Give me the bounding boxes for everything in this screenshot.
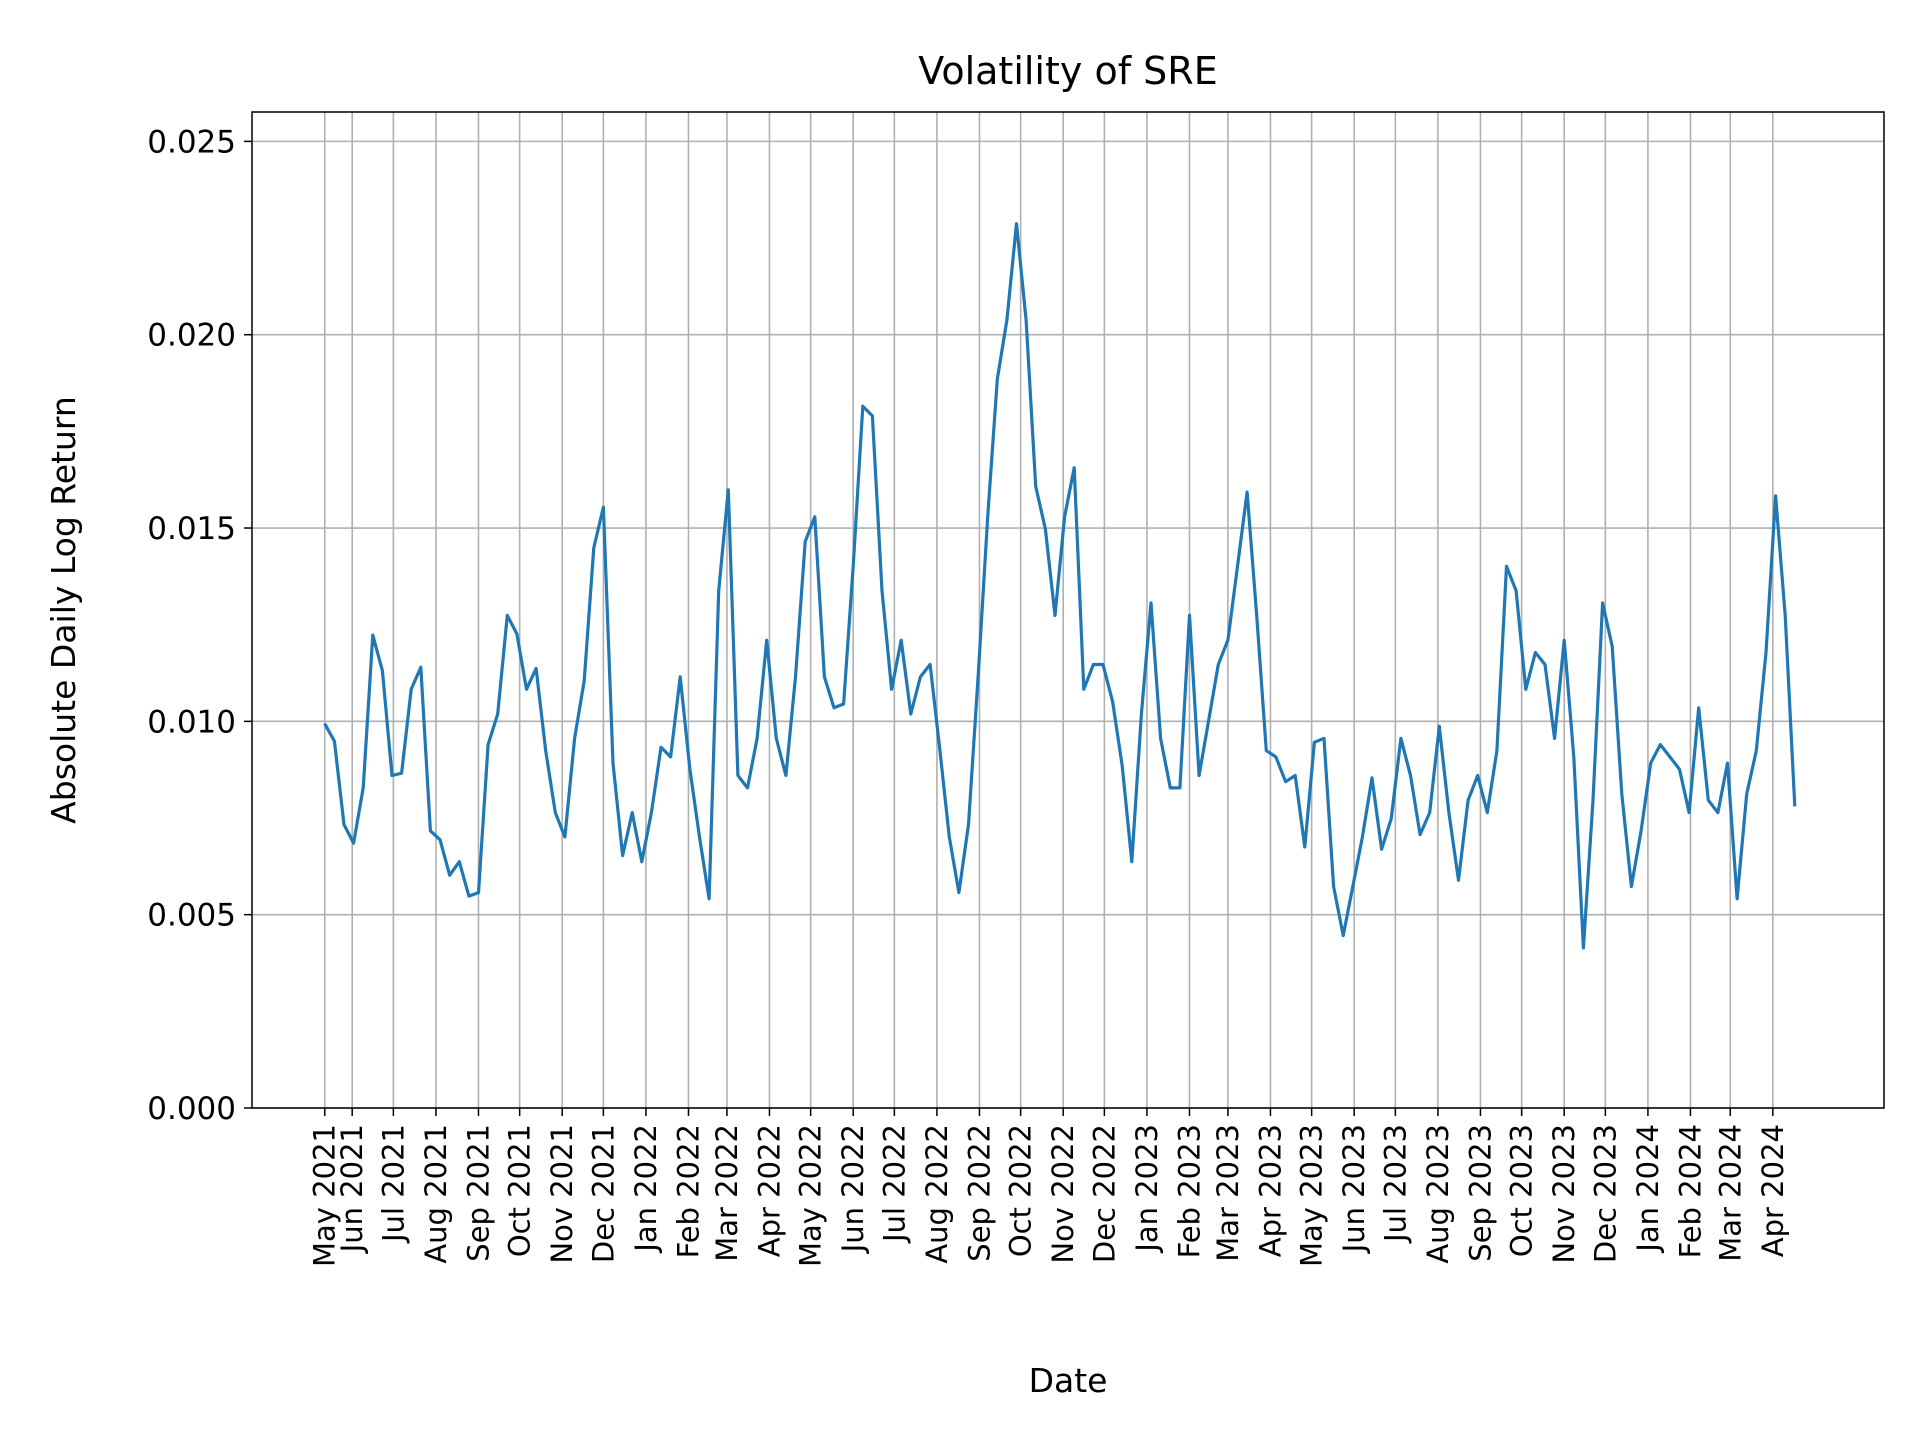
y-tick-label: 0.025 [147, 124, 236, 160]
y-tick-label: 0.000 [147, 1091, 236, 1127]
x-tick-label: Jul 2023 [1378, 1124, 1412, 1244]
x-tick-label: May 2021 [308, 1124, 342, 1267]
x-tick-label: Feb 2023 [1172, 1124, 1206, 1258]
x-tick-label: Sep 2021 [461, 1124, 495, 1262]
y-tick-label: 0.010 [147, 704, 236, 740]
x-tick-label: Feb 2024 [1673, 1124, 1707, 1258]
x-tick-label: Dec 2023 [1588, 1124, 1622, 1263]
x-tick-label: Jul 2022 [877, 1124, 911, 1244]
x-tick-label: Oct 2022 [1004, 1124, 1038, 1257]
x-tick-label: Aug 2023 [1421, 1124, 1455, 1264]
x-tick-label: May 2022 [794, 1124, 828, 1267]
x-tick-label: Apr 2022 [752, 1124, 786, 1257]
x-tick-label: May 2023 [1295, 1124, 1329, 1267]
grid-lines [252, 112, 1884, 1109]
y-tick-label: 0.005 [147, 898, 236, 934]
x-tick-label: Jan 2024 [1631, 1124, 1665, 1254]
x-tick-label: Aug 2022 [920, 1124, 954, 1264]
x-axis-label: Date [1029, 1361, 1108, 1400]
y-axis-ticks: 0.000 0.005 0.010 0.015 0.020 0.025 [147, 124, 252, 1127]
x-tick-label: Mar 2023 [1211, 1124, 1245, 1262]
x-tick-label: Nov 2023 [1547, 1124, 1581, 1264]
x-tick-label: Oct 2023 [1505, 1124, 1539, 1257]
y-tick-label: 0.015 [147, 511, 236, 547]
x-tick-label: Jun 2023 [1337, 1124, 1371, 1254]
x-tick-label: Sep 2022 [962, 1124, 996, 1262]
series-group [323, 222, 1797, 950]
x-tick-label: Feb 2022 [671, 1124, 705, 1258]
x-tick-label: Dec 2022 [1087, 1124, 1121, 1263]
x-tick-label: Aug 2021 [419, 1124, 453, 1264]
x-tick-label: Jun 2022 [836, 1124, 870, 1254]
x-tick-label: Apr 2024 [1756, 1124, 1790, 1257]
y-axis-label: Absolute Daily Log Return [44, 396, 83, 824]
x-tick-label: Jan 2022 [629, 1124, 663, 1254]
x-tick-label: Mar 2022 [710, 1124, 744, 1262]
volatility-line [323, 222, 1797, 950]
x-tick-label: Dec 2021 [586, 1124, 620, 1263]
chart-title: Volatility of SRE [918, 49, 1217, 93]
x-tick-label: Jul 2021 [376, 1124, 410, 1244]
x-tick-label: Oct 2021 [503, 1124, 537, 1257]
x-tick-label: Jun 2021 [335, 1124, 369, 1254]
y-tick-label: 0.020 [147, 318, 236, 354]
axes-frame [251, 111, 1885, 1109]
x-tick-label: Sep 2023 [1463, 1124, 1497, 1262]
x-tick-label: Jan 2023 [1130, 1124, 1164, 1254]
x-tick-label: Nov 2022 [1046, 1124, 1080, 1264]
x-tick-label: Apr 2023 [1253, 1124, 1287, 1257]
x-tick-label: Mar 2024 [1713, 1124, 1747, 1262]
x-tick-label: Nov 2021 [545, 1124, 579, 1264]
